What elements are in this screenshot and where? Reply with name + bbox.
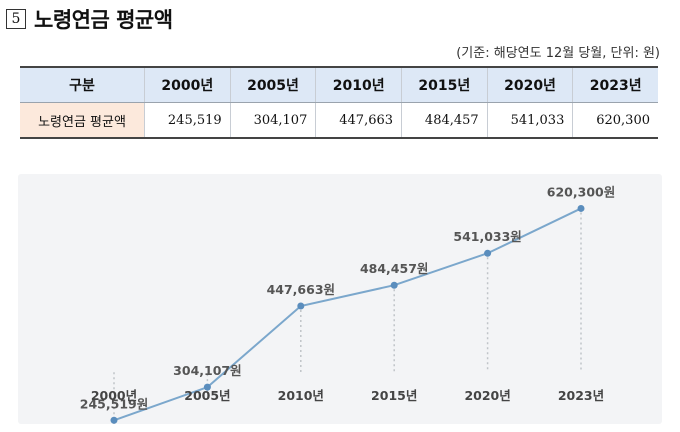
data-label: 541,033원 — [453, 229, 521, 244]
x-tick-label: 2015년 — [371, 388, 417, 403]
table-row: 노령연금 평균액 245,519 304,107 447,663 484,457… — [20, 102, 658, 138]
data-point — [484, 249, 492, 257]
table-cell: 541,033 — [487, 102, 574, 138]
data-label: 484,457원 — [360, 261, 428, 276]
x-tick-label: 2005년 — [184, 388, 230, 403]
table-cell: 620,300 — [596, 112, 650, 128]
data-point — [390, 281, 398, 289]
data-label: 447,663원 — [267, 282, 335, 297]
data-point — [203, 383, 211, 391]
table-header-cell: 2020년 — [487, 67, 574, 103]
data-point — [110, 416, 118, 424]
line-chart: 245,519원 304,107원 447,663원 484,457원 541,033원… — [80, 184, 615, 424]
section-number-box: 5 — [6, 9, 26, 29]
data-label: 245,519원 — [80, 396, 148, 411]
data-label: 304,107원 — [173, 363, 241, 378]
unit-note: (기준: 해당연도 12월 당월, 단위: 원) — [456, 46, 660, 61]
data-point — [577, 204, 585, 212]
table-header-cell: 2023년 — [572, 67, 658, 103]
table-header-cell: 구분 — [20, 67, 145, 103]
x-tick-label: 2010년 — [278, 388, 324, 403]
page-title: 노령연금 평균액 — [34, 8, 173, 32]
x-tick-label: 2000년 — [91, 388, 137, 403]
table-cell: 447,663 — [315, 102, 403, 138]
table-cell: 304,107 — [230, 102, 317, 138]
summary-table: 구분 2000년 2005년 2010년 2015년 2020년 2023년 노… — [20, 66, 658, 139]
series-line — [113, 207, 582, 422]
data-point — [297, 302, 305, 310]
x-tick-label: 2020년 — [464, 388, 510, 403]
table-header-row: 구분 2000년 2005년 2010년 2015년 2020년 2023년 — [20, 67, 658, 103]
chart-panel: 245,519원 304,107원 447,663원 484,457원 541,033원… — [18, 174, 662, 424]
table-cell: 245,519 — [144, 102, 231, 138]
data-label: 620,300원 — [547, 184, 615, 199]
table-row-label: 노령연금 평균액 — [20, 102, 145, 138]
table-header-cell: 2010년 — [315, 67, 403, 103]
table-cell: 484,457 — [401, 102, 488, 138]
table-header-cell: 2005년 — [230, 67, 317, 103]
section-heading: 5 노령연금 평균액 — [6, 4, 173, 34]
x-tick-label: 2023년 — [558, 388, 604, 403]
table-header-cell: 2000년 — [144, 67, 231, 103]
table-header-cell: 2015년 — [401, 67, 488, 103]
